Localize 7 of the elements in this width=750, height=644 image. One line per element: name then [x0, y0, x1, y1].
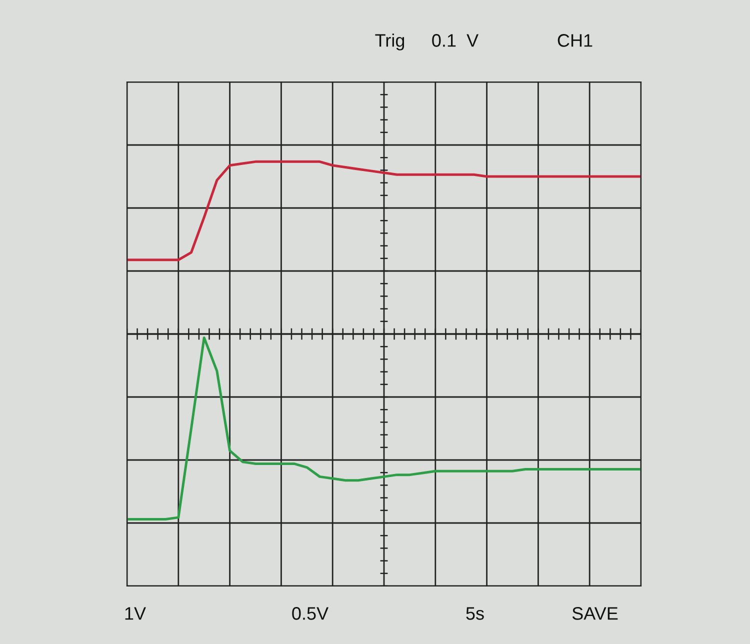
text: 1V	[125, 607, 146, 620]
text: 5s	[466, 607, 484, 620]
text: 0.5V	[292, 607, 328, 620]
text: 0.1 V	[432, 34, 479, 47]
text: CH1	[558, 34, 592, 47]
text: SAVE	[572, 607, 618, 620]
text: Trig	[375, 34, 404, 50]
